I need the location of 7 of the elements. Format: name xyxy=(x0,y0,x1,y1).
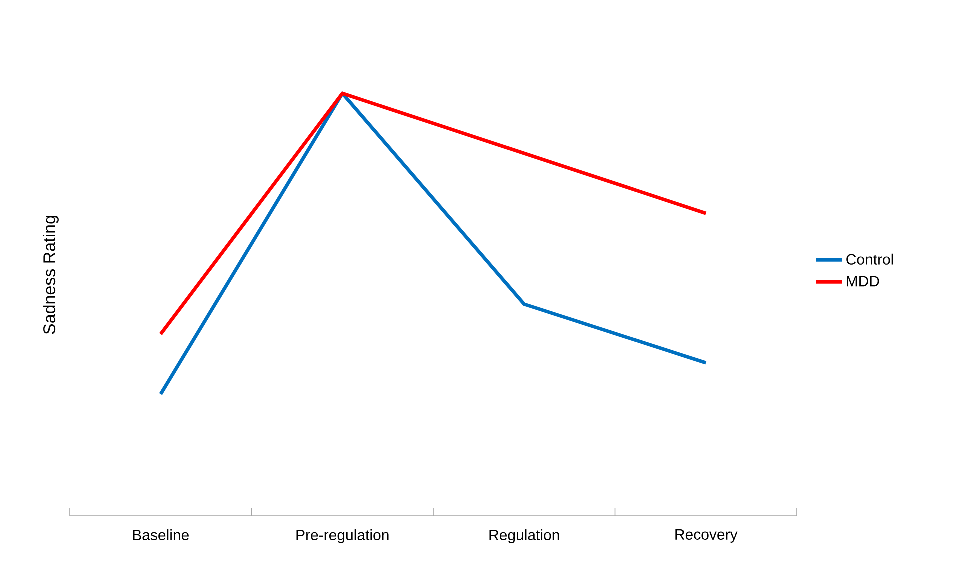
x-tick-label: Recovery xyxy=(676,530,738,543)
x-tick-label: Baseline xyxy=(133,530,189,541)
legend-label: Control xyxy=(846,254,894,265)
x-tick-label: Regulation xyxy=(490,530,560,544)
x-tick-label: Pre-regulation xyxy=(296,530,389,544)
y-axis-title: Sadness Rating xyxy=(43,216,59,334)
legend-label: MDD xyxy=(847,276,880,287)
